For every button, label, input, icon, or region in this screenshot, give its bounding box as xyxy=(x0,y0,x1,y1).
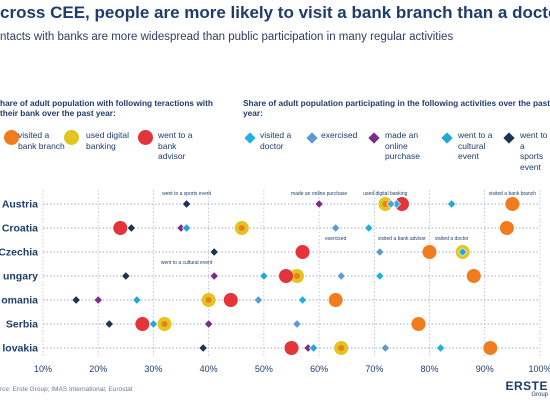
x-tick-label: 90% xyxy=(476,364,494,374)
legend-marker-doctor xyxy=(244,132,256,144)
x-tick-label: 20% xyxy=(89,364,107,374)
x-tick-label: 40% xyxy=(200,364,218,374)
marker-digital-inner xyxy=(205,297,212,303)
legend-marker-exercised xyxy=(306,132,318,144)
category-label: Serbia xyxy=(6,319,38,331)
annotation-label: visited a bank advisor xyxy=(378,236,426,242)
marker-sports xyxy=(71,295,81,305)
annotation-label: visited a doctor xyxy=(435,236,469,242)
marker-cultural xyxy=(259,271,269,281)
marker-exercised xyxy=(375,247,385,257)
annotation-label: made an online purchase xyxy=(291,191,347,197)
x-tick-label: 70% xyxy=(365,364,383,374)
legend-marker-digital xyxy=(64,130,79,145)
marker-branch xyxy=(499,221,514,235)
marker-exercised xyxy=(292,319,302,329)
marker-exercised xyxy=(331,223,341,233)
legend-label-cultural: went to a cultural event xyxy=(458,130,493,161)
marker-exercised xyxy=(386,199,396,209)
marker-cultural xyxy=(458,247,468,257)
activities-group-heading: Share of adult population participating … xyxy=(243,98,550,118)
marker-purchase xyxy=(209,271,219,281)
marker-cultural xyxy=(181,223,192,233)
legend-marker-cultural xyxy=(441,132,453,144)
marker-advisor xyxy=(394,197,409,211)
marker-purchase xyxy=(93,295,103,305)
legend-label-sports: went to a sports event xyxy=(520,130,548,172)
marker-branch xyxy=(422,245,437,259)
marker-sports xyxy=(209,247,219,257)
marker-sports xyxy=(126,223,136,233)
legend-label-advisor: went to a bank advisor xyxy=(158,130,193,161)
chart-title: cross CEE, people are more likely to vis… xyxy=(0,3,550,22)
marker-exercised xyxy=(253,295,263,305)
legend-marker-purchase xyxy=(368,132,380,144)
annotation-label: visited a bank branch xyxy=(489,191,536,197)
marker-branch xyxy=(328,293,343,307)
annotation-label: went to a cultural event xyxy=(161,260,213,266)
legend-label-doctor: visited a doctor xyxy=(260,130,292,151)
legend-label-purchase: made an online purchase xyxy=(385,130,420,161)
chart-subtitle: ntacts with banks are more widespread th… xyxy=(0,31,454,43)
category-label: Austria xyxy=(2,199,38,211)
x-tick-label: 100% xyxy=(528,364,550,374)
marker-cultural xyxy=(447,199,457,209)
category-label: lovakia xyxy=(2,343,38,355)
legend-marker-branch xyxy=(4,130,19,145)
annotation-label: used digital banking xyxy=(363,191,407,197)
marker-sports xyxy=(104,319,114,329)
x-tick-label: 10% xyxy=(34,364,52,374)
x-tick-label: 50% xyxy=(255,364,273,374)
marker-sports xyxy=(198,343,208,353)
legend-label-branch: visited a bank branch xyxy=(18,130,65,151)
x-tick-label: 30% xyxy=(144,364,162,374)
marker-advisor xyxy=(223,293,238,307)
marker-sports xyxy=(181,199,192,209)
marker-doctor xyxy=(297,295,308,305)
marker-digital-inner xyxy=(238,225,245,231)
marker-exercised xyxy=(380,343,391,353)
marker-advisor xyxy=(284,341,299,355)
marker-sports xyxy=(121,271,131,281)
erste-logo: ERSTE Group xyxy=(505,380,548,399)
marker-cultural xyxy=(148,319,159,329)
marker-doctor xyxy=(364,223,374,233)
annotation-label: exercised xyxy=(325,236,347,242)
marker-branch xyxy=(466,269,481,283)
marker-cultural xyxy=(132,295,142,305)
marker-purchase xyxy=(314,199,324,209)
marker-advisor xyxy=(135,317,150,331)
marker-digital-inner xyxy=(338,345,345,351)
marker-digital-inner xyxy=(161,321,168,327)
marker-exercised xyxy=(336,271,346,281)
logo-sub: Group xyxy=(531,392,548,398)
category-label: Czechia xyxy=(0,247,38,259)
marker-branch xyxy=(505,197,520,211)
x-tick-label: 60% xyxy=(310,364,328,374)
legend-label-digital: used digital banking xyxy=(86,130,130,151)
marker-doctor xyxy=(435,343,446,353)
banking-group-heading: hare of adult population with following … xyxy=(0,98,213,118)
legend-label-exercised: exercised xyxy=(321,130,358,140)
marker-advisor xyxy=(113,221,128,235)
annotation-label: went to a sports event xyxy=(162,191,212,197)
category-label: Croatia xyxy=(2,223,38,235)
marker-branch xyxy=(411,317,426,331)
marker-cultural xyxy=(308,343,319,353)
category-label: omania xyxy=(1,295,38,307)
category-label: ungary xyxy=(3,271,38,283)
source-note: rce: Erste Group; IMAS International; Eu… xyxy=(0,386,133,393)
marker-digital-inner xyxy=(382,201,389,207)
marker-purchase xyxy=(204,319,214,329)
marker-doctor xyxy=(375,271,385,281)
legend-marker-advisor xyxy=(138,130,153,145)
dot-plot: 10% 20% 30% 40% 50% 60% 70% 80% 90% 100% Austria Cr… xyxy=(0,190,550,374)
marker-advisor xyxy=(278,269,293,283)
marker-digital-inner xyxy=(294,273,301,279)
logo-name: ERSTE xyxy=(505,379,548,393)
marker-branch xyxy=(483,341,498,355)
x-tick-label: 80% xyxy=(421,364,439,374)
marker-advisor xyxy=(295,245,310,259)
